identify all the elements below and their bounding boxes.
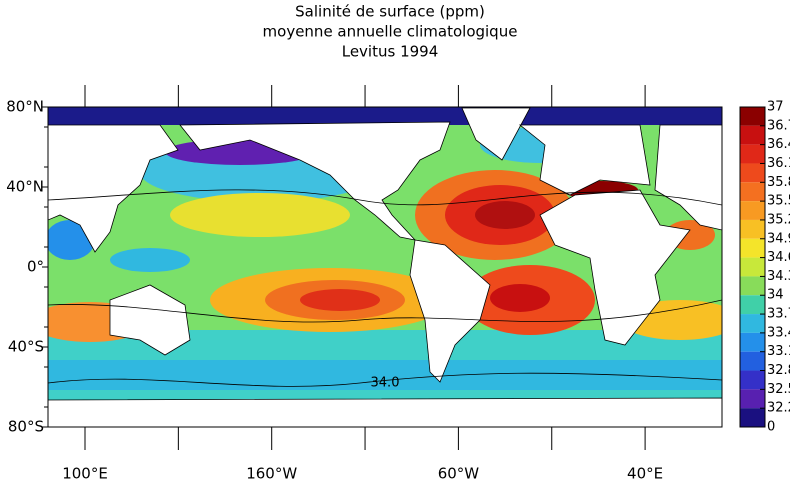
- lat-label: 80°S: [8, 418, 44, 436]
- colorbar-segment: [740, 408, 765, 427]
- salinity-blob: [475, 201, 535, 229]
- axes: 80°N 40°N 0° 40°S 80°S 100°E 160°W 60°W 40°E: [6, 85, 663, 483]
- colorbar-label: 37: [767, 100, 784, 115]
- colorbar-segment: [740, 238, 765, 258]
- lon-label: 40°E: [627, 465, 663, 483]
- australia: [109, 284, 191, 356]
- salinity-blob: [110, 248, 190, 272]
- colorbar-label: 36.7: [767, 118, 790, 133]
- colorbar-label: 34.6: [767, 250, 790, 265]
- contour-line: [48, 189, 722, 206]
- colorbar-segment: [740, 125, 765, 145]
- asia: [48, 124, 179, 253]
- colorbar: 37 36.7 36.4 36.1 35.8 35.5 35.2 34.9 34.6 34.3 34…: [739, 100, 790, 435]
- colorbar-label: 36.4: [767, 137, 790, 152]
- colorbar-frame: [739, 106, 766, 428]
- map-field: [48, 107, 722, 427]
- colorbar-segment: [740, 219, 765, 239]
- colorbar-segment: [740, 107, 765, 126]
- colorbar-segment: [740, 276, 765, 296]
- title-line: moyenne annuelle climatologique: [263, 23, 518, 41]
- lat-label: 80°N: [6, 98, 44, 116]
- colorbar-segment: [740, 370, 765, 390]
- title-line: Salinité de surface (ppm): [295, 3, 485, 21]
- salinity-blob: [170, 193, 350, 237]
- colorbar-segment: [740, 314, 765, 333]
- colorbar-label: 35.2: [767, 212, 790, 227]
- title-line: Levitus 1994: [342, 43, 439, 61]
- lon-label: 100°E: [62, 465, 108, 483]
- lat-label: 0°: [27, 258, 44, 276]
- lat-label: 40°N: [6, 178, 44, 196]
- salinity-blob: [300, 289, 380, 311]
- colorbar-segment: [740, 389, 765, 409]
- colorbar-label: 33.1: [767, 344, 790, 359]
- greenland: [461, 107, 531, 161]
- colorbar-segment: [740, 351, 765, 371]
- colorbar-label: 32.2: [767, 401, 790, 416]
- colorbar-label: 32.5: [767, 382, 790, 397]
- colorbar-segment: [740, 163, 765, 183]
- contour-label: 34.0: [371, 376, 400, 391]
- asia-east: [654, 124, 722, 231]
- colorbar-label: 35.8: [767, 175, 790, 190]
- colorbar-segment: [740, 201, 765, 220]
- colorbar-label: 32.8: [767, 363, 790, 378]
- south-america: [409, 239, 491, 383]
- colorbar-label: 34: [767, 288, 784, 303]
- colorbar-label: 0: [767, 420, 775, 435]
- antarctica: [48, 397, 722, 427]
- colorbar-label: 33.4: [767, 325, 790, 340]
- europe: [518, 124, 651, 196]
- colorbar-label: 35.5: [767, 194, 790, 209]
- land: [48, 107, 722, 427]
- north-america: [179, 121, 451, 241]
- colorbar-segment: [740, 182, 765, 202]
- colorbar-segment: [740, 295, 765, 315]
- contour-line: [48, 372, 722, 387]
- lon-label: 160°W: [246, 465, 297, 483]
- lat-label: 40°S: [8, 338, 44, 356]
- arctic-band: [48, 107, 722, 125]
- lon-label: 60°W: [438, 465, 480, 483]
- contour-line: [48, 299, 722, 323]
- colorbar-segment: [740, 144, 765, 164]
- colorbar-label: 34.3: [767, 269, 790, 284]
- colorbar-segment: [740, 332, 765, 352]
- colorbar-label: 33.7: [767, 307, 790, 322]
- colorbar-label: 36.1: [767, 156, 790, 171]
- colorbar-label: 34.9: [767, 231, 790, 246]
- salinity-blob: [490, 284, 550, 312]
- africa: [539, 189, 691, 346]
- colorbar-segment: [740, 257, 765, 277]
